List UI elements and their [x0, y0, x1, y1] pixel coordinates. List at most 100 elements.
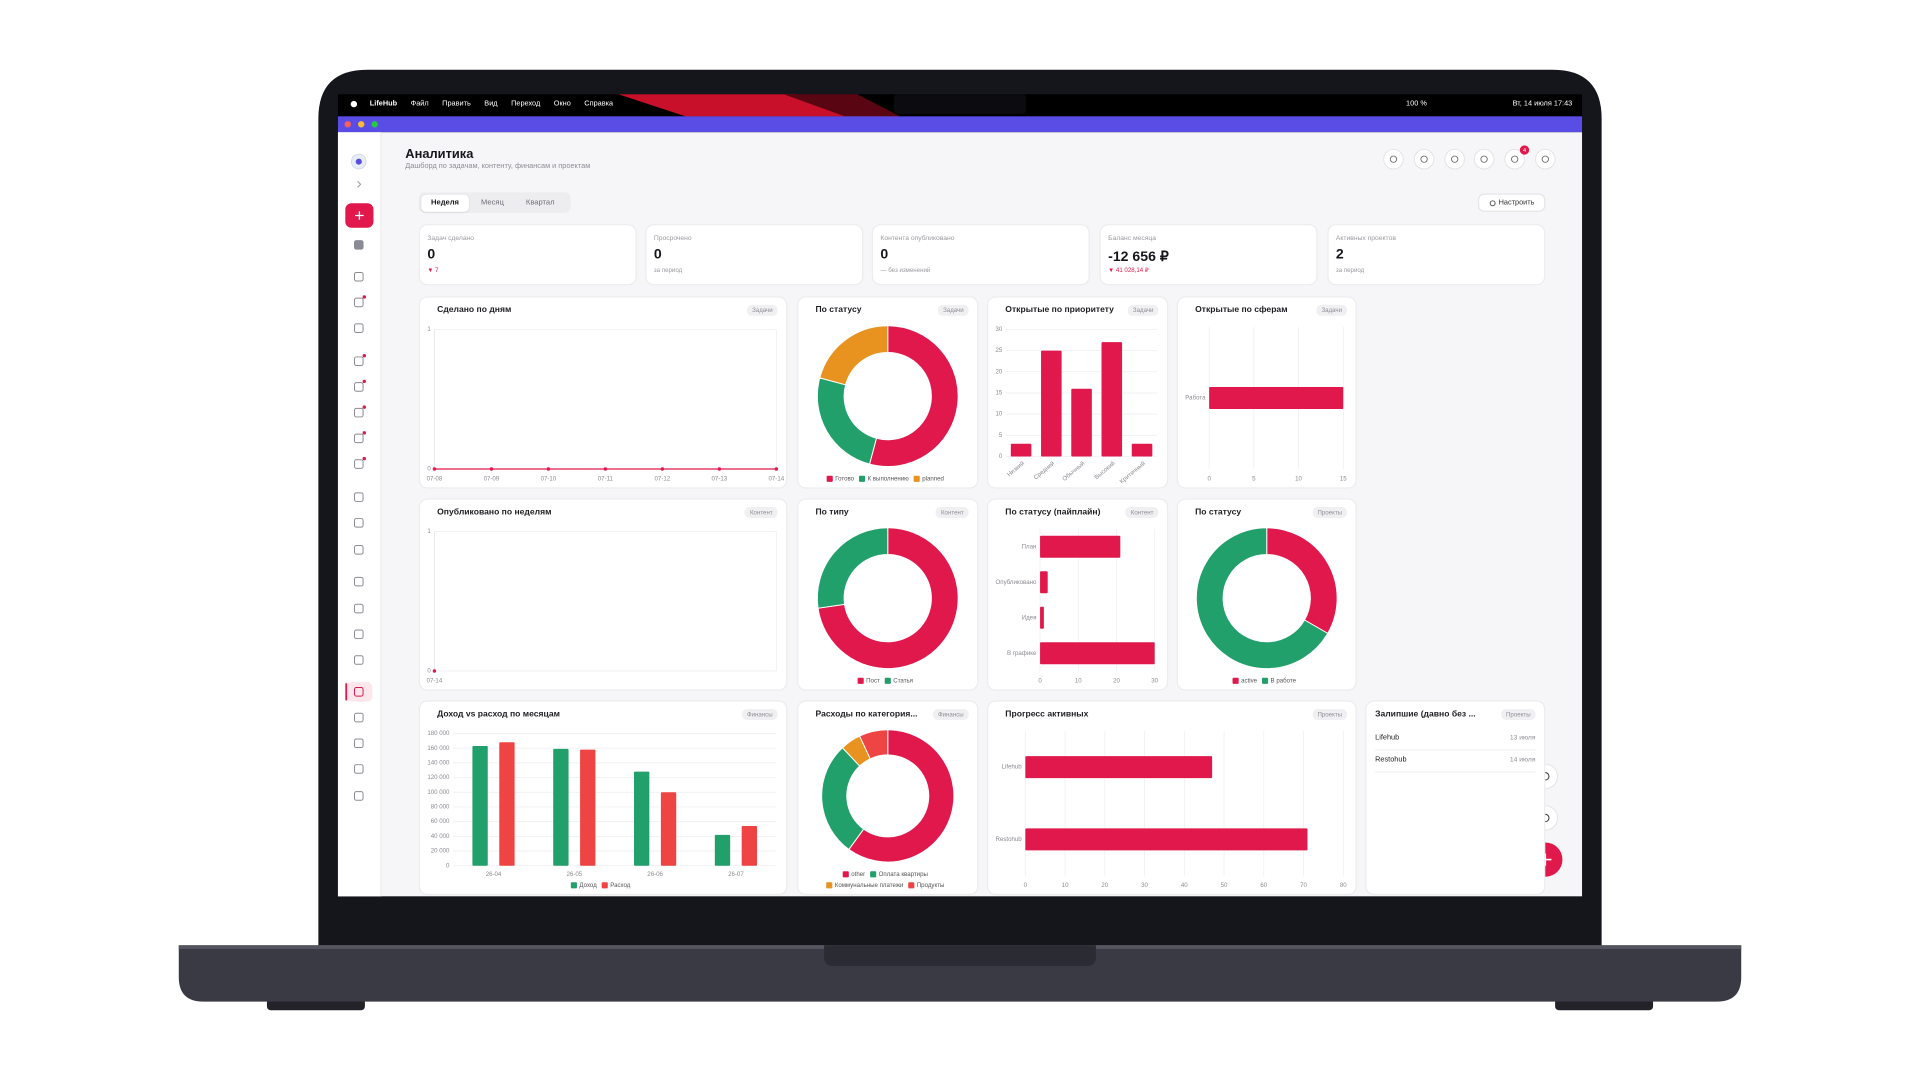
legend-label: planned: [922, 475, 944, 482]
x-tick-label: Обычный: [1061, 460, 1086, 483]
chart-tag: Задачи: [938, 304, 969, 316]
legend-swatch: [1232, 677, 1239, 684]
chart: Работа 0 5 10 15: [1185, 326, 1347, 482]
x-tick-label: 0: [1024, 882, 1028, 889]
chart: 0 1 07-08 07-09 07-10 07-11 07-12 07-13 07-14: [427, 326, 785, 482]
wallpaper: [783, 94, 901, 117]
legend-label: Продукты: [917, 882, 945, 889]
chart-tag: Контент: [745, 506, 778, 518]
point: [432, 467, 437, 471]
x-tick-label: 26-07: [728, 871, 744, 878]
y-tick-label: 10: [996, 411, 1003, 418]
bar: [1209, 386, 1344, 409]
menu-item[interactable]: Файл: [410, 100, 429, 108]
donut-slice: [848, 729, 955, 863]
menu-item[interactable]: Переход: [511, 100, 541, 108]
kpi-value: 0: [880, 247, 889, 263]
kpi-card: Активных проектов 2 за период: [1327, 224, 1546, 286]
chart-tag: Проекты: [1312, 506, 1347, 518]
x-tick-label: 0: [1038, 677, 1042, 684]
y-tick-label: 80 000: [431, 804, 450, 811]
donut-slice: [819, 325, 889, 386]
kpi-card: Баланс месяца -12 656 ₽ ▼ 41 028,14 ₽: [1099, 224, 1318, 286]
x-tick-label: Критичный: [1119, 460, 1147, 485]
battery: 100 %: [1406, 100, 1427, 108]
x-tick-label: 10: [1295, 475, 1302, 482]
kpi-value: 2: [1335, 247, 1344, 263]
minimize-button[interactable]: [358, 121, 365, 128]
y-tick-label: 0: [427, 466, 431, 473]
bar: [1040, 571, 1048, 594]
stale-row[interactable]: Lifehub 13 июля: [1375, 729, 1536, 751]
x-tick-label: 10: [1075, 677, 1082, 684]
window-titlebar: [337, 116, 1583, 133]
x-tick-label: 50: [1221, 882, 1228, 889]
chart-title: Опубликовано по неделям: [437, 508, 552, 517]
chart: Lifehub Restohub 0 10 20 30 40 50 60 70 80: [996, 731, 1347, 889]
chart-card: Доход vs расход по месяцам Финансы Доход Ра…: [418, 700, 788, 896]
chart: Доход Расход 26-04 26-05 26-06 26-07 0 20 000 40…: [427, 730, 777, 889]
x-tick-label: 10: [1062, 882, 1069, 889]
tab[interactable]: Месяц: [481, 198, 504, 207]
menu-item[interactable]: Править: [442, 100, 471, 108]
legend: other Оплата квартиры Коммунальные платежи…: [826, 871, 944, 889]
legend-swatch: [870, 871, 877, 878]
x-tick-label: 07-14: [427, 677, 443, 684]
chart: Готово К выполнению planned: [816, 325, 959, 482]
legend-label: Коммунальные платежи: [835, 882, 904, 889]
legend-label: К выполнению: [868, 475, 910, 482]
legend-swatch: [601, 882, 608, 889]
gear-icon: [1489, 199, 1496, 206]
kpi-note: — без изменений: [880, 266, 931, 275]
close-button[interactable]: [344, 121, 351, 128]
legend-label: Расход: [610, 882, 631, 889]
x-tick-label: 26-05: [566, 871, 582, 878]
legend-label: Пост: [866, 677, 880, 684]
y-tick-label: Restohub: [996, 836, 1023, 843]
donut-slice: [816, 527, 889, 609]
legend-label: Готово: [835, 475, 854, 482]
y-tick-label: 15: [996, 390, 1003, 397]
period-tabs: Неделя Месяц Квартал: [418, 192, 571, 214]
x-tick-label: 07-09: [484, 475, 500, 482]
tab[interactable]: Неделя: [421, 194, 469, 212]
chart-title: Открытые по сферам: [1195, 306, 1288, 315]
legend-label: Доход: [579, 882, 597, 889]
y-tick-label: Работа: [1185, 395, 1206, 402]
menu-item[interactable]: Вид: [484, 100, 498, 108]
clock: Вт, 14 июля 17:43: [1512, 100, 1573, 108]
camera-notch: [893, 94, 1027, 114]
chart: Низкий Средний Обычный Высокий Критичный 0 5 10…: [996, 326, 1158, 485]
bar: [1010, 443, 1032, 457]
tab[interactable]: Квартал: [525, 198, 555, 207]
y-tick-label: 30: [996, 326, 1003, 333]
chart: Пост Статья: [816, 527, 959, 684]
chart-tag: Проекты: [1312, 708, 1347, 721]
donut-slice: [817, 527, 959, 670]
menu-item[interactable]: Справка: [584, 100, 614, 108]
menu-item[interactable]: Окно: [553, 100, 571, 108]
chart-card: Прогресс активных Проекты Lifehub Restohub 0…: [986, 700, 1357, 896]
zoom-button[interactable]: [371, 121, 378, 128]
app-name[interactable]: LifeHub: [369, 100, 398, 108]
chart-title: По статусу (пайплайн): [1005, 508, 1101, 517]
kpi-card: Просрочено 0 за период: [645, 224, 864, 286]
configure-button[interactable]: Настроить: [1477, 193, 1546, 212]
chart-title: Доход vs расход по месяцам: [437, 710, 560, 719]
bar: [553, 748, 569, 866]
bar: [1025, 756, 1213, 779]
chart-tag: Контент: [1125, 506, 1159, 518]
bar: [660, 792, 677, 866]
legend-label: active: [1241, 677, 1258, 684]
y-tick-label: 40 000: [431, 833, 450, 840]
stale-row[interactable]: Restohub 14 июля: [1375, 751, 1536, 773]
y-tick-label: 1: [427, 528, 431, 535]
x-tick-label: 20: [1113, 677, 1120, 684]
x-tick-label: 70: [1300, 882, 1307, 889]
bar: [1071, 388, 1092, 457]
x-tick-label: 30: [1151, 677, 1158, 684]
y-tick-label: 1: [427, 326, 431, 333]
y-tick-label: Lifehub: [1002, 764, 1023, 771]
x-tick-label: 40: [1181, 882, 1188, 889]
chart-title: Открытые по приоритету: [1005, 306, 1114, 315]
